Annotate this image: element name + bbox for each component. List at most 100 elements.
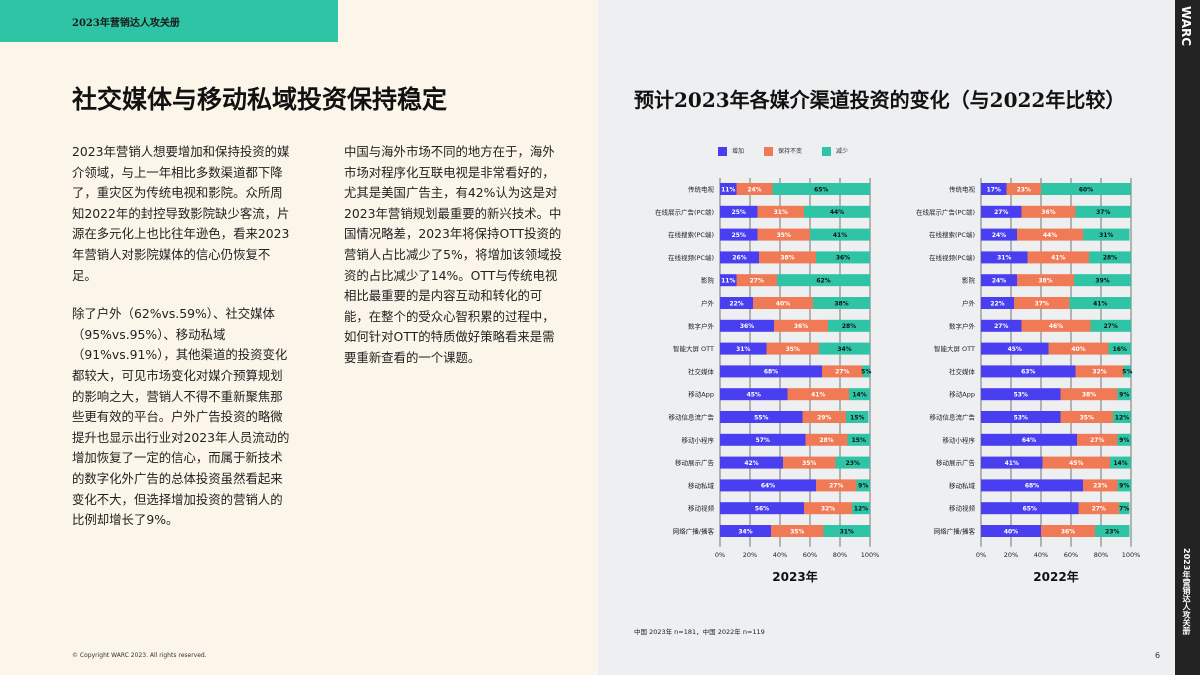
data-label: 17% [987,186,1001,193]
data-label: 31% [1099,232,1113,239]
data-label: 62% [816,278,830,285]
x-tick-label: 0% [715,551,725,559]
x-tick-label: 80% [833,551,847,559]
data-label: 34% [738,528,752,535]
data-label: 55% [754,414,768,421]
bar-segment [804,502,852,515]
data-label: 34% [837,346,851,353]
bar-segment [1089,251,1131,264]
data-label: 24% [747,186,761,193]
page-number: 6 [1155,651,1161,660]
bar-segment [1074,274,1131,287]
category-label: 网络广播/播客 [934,527,976,536]
category-label: 移动视频 [688,504,715,513]
bar-segment [981,274,1017,287]
header-tab: 2023年营销达人攻关册 [0,0,338,42]
text-column-1: 2023年营销人想要增加和保持投资的媒介领域，与上一年相比多数渠道都下降了，重灾… [72,142,294,549]
data-label: 60% [1079,186,1093,193]
bar-segment [1083,479,1118,492]
bar-segment [981,479,1083,492]
data-label: 36% [1061,528,1075,535]
bar-segment [772,183,870,195]
bar-segment [1117,433,1131,446]
data-label: 12% [1115,414,1129,421]
data-label: 9% [1119,437,1129,444]
bar-segment [771,525,824,537]
bar-segment [1069,297,1131,309]
data-label: 40% [776,300,790,307]
data-label: 38% [1038,278,1052,285]
data-label: 41% [833,232,847,239]
data-label: 44% [830,209,844,216]
bar-segment [720,365,822,378]
bar-segment [1048,342,1109,355]
copyright: © Copyright WARC 2023. All rights reserv… [72,652,207,659]
bar-segment [1060,388,1118,401]
bar-segment [1113,411,1131,423]
data-label: 11% [721,186,735,193]
data-label: 27% [1104,323,1118,330]
bar-segment [1117,388,1131,401]
data-label: 38% [1082,392,1096,399]
x-tick-label: 40% [1034,551,1048,559]
data-label: 45% [1069,460,1083,467]
data-label: 42% [744,460,758,467]
data-label: 35% [1080,414,1094,421]
bar-segment [835,456,870,469]
data-label: 36% [1041,209,1055,216]
side-strip: WARC 2023年营销达人攻关册 [1175,0,1200,675]
x-tick-label: 60% [803,551,817,559]
bar-segment [1075,365,1124,378]
bar-segment [1014,297,1070,309]
bar-segment [720,411,803,423]
data-label: 35% [786,346,800,353]
data-label: 27% [994,209,1008,216]
bar-segment [981,297,1014,309]
category-label: 户外 [701,299,715,308]
x-tick-label: 20% [1004,551,1018,559]
category-label: 移动App [949,390,975,399]
data-label: 65% [1023,506,1037,513]
x-tick-label: 100% [1122,551,1141,559]
data-label: 44% [1043,232,1057,239]
data-label: 40% [1004,528,1018,535]
bar-segment [862,365,870,378]
data-label: 36% [794,323,808,330]
bar-segment [1095,525,1130,537]
category-label: 移动私域 [688,481,715,490]
data-label: 7% [1119,506,1129,513]
data-label: 57% [756,437,770,444]
bar-segment [981,388,1061,401]
category-label: 移动视频 [949,504,976,513]
data-label: 23% [1105,528,1119,535]
data-label: 56% [755,506,769,513]
text-column-2: 中国与海外市场不同的地方在于，海外市场对程序化互联电视是非常看好的，尤其是美国广… [344,142,566,387]
category-label: 移动展示广告 [675,458,715,467]
category-label: 在线搜索(PC端) [668,230,714,239]
data-label: 38% [780,255,794,262]
bar-segment [1041,525,1095,537]
bar-segment [720,388,788,401]
data-label: 45% [1008,346,1022,353]
bar-segment [981,205,1022,218]
data-label: 31% [997,255,1011,262]
data-label: 53% [1014,392,1028,399]
bar-segment [981,342,1049,355]
bar-segment [753,297,813,309]
bar-segment [822,365,863,378]
left-panel: 2023年营销达人攻关册 社交媒体与移动私域投资保持稳定 2023年营销人想要增… [0,0,598,675]
x-tick-label: 0% [976,551,986,559]
data-label: 16% [1113,346,1127,353]
data-label: 22% [729,300,743,307]
bar-segment [846,411,869,423]
data-label: 38% [834,300,848,307]
data-label: 28% [819,437,833,444]
bar-segment [720,251,759,264]
bar-segment [720,433,806,446]
bar-segment [1119,502,1130,515]
x-tick-label: 100% [861,551,880,559]
data-label: 68% [1025,483,1039,490]
bar-segment [720,456,783,469]
data-label: 41% [1093,300,1107,307]
bar-segment [816,251,870,264]
